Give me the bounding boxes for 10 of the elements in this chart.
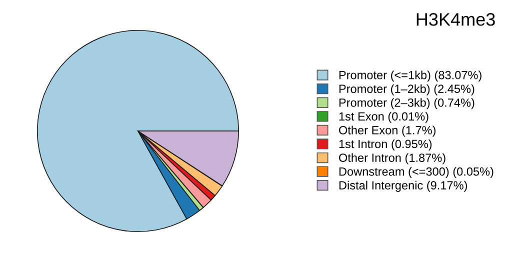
- legend-label: Distal Intergenic (9.17%): [339, 180, 468, 192]
- legend-label: Other Intron (1.87%): [339, 153, 446, 164]
- legend-label: Promoter (<=1kb) (83.07%): [339, 70, 482, 82]
- legend-label: Promoter (1–2kb) (2.45%): [339, 84, 474, 96]
- legend-label: Downstream (<=300) (0.05%): [339, 167, 494, 178]
- legend-label: 1st Exon (0.01%): [339, 112, 428, 123]
- legend-label: Other Exon (1.7%): [339, 126, 436, 137]
- chart-title: H3K4me3: [416, 13, 495, 26]
- legend-label: 1st Intron (0.95%): [339, 139, 432, 150]
- legend-label: Promoter (2–3kb) (0.74%): [339, 98, 474, 110]
